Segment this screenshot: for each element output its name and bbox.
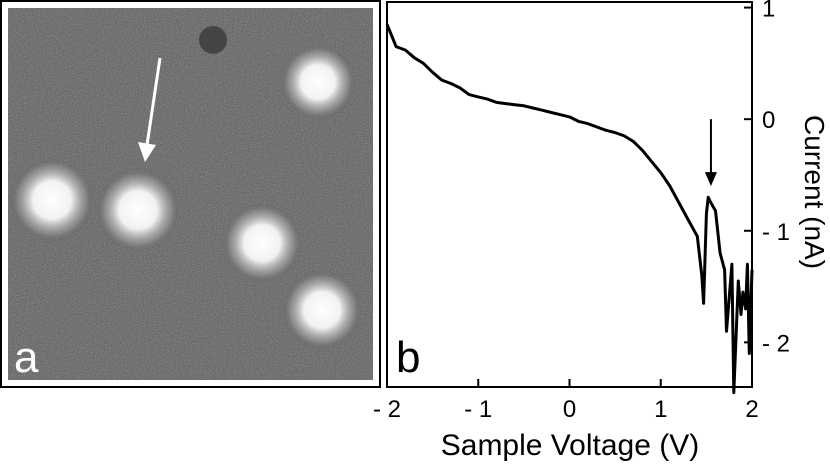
annotation-arrow: [704, 119, 717, 187]
stm-arrow-shaft: [145, 57, 162, 146]
x-axis: - 2 - 1 0 1 2: [373, 379, 759, 423]
panel-a-label: a: [14, 333, 39, 382]
stm-spot-3: [96, 168, 180, 252]
y-tick-label: - 2: [762, 330, 790, 357]
x-tick-label: - 2: [373, 396, 401, 423]
stm-spot-1: [280, 44, 356, 120]
stm-spot-4: [222, 203, 302, 283]
x-tick-label: - 1: [464, 396, 492, 423]
y-tick-label: 1: [762, 0, 775, 23]
stm-spot-5: [282, 270, 362, 350]
plot-frame: [386, 1, 753, 388]
x-tick-label: 0: [563, 396, 576, 423]
x-tick-label: 1: [654, 396, 667, 423]
iv-curve-line: [385, 23, 754, 395]
x-tick-label: 2: [745, 396, 758, 423]
y-tick-label: - 1: [762, 219, 790, 246]
stm-arrow-head: [138, 142, 156, 162]
x-axis-label: Sample Voltage (V): [441, 429, 699, 462]
panel-b-label: b: [396, 333, 420, 382]
stm-dark-spot: [199, 26, 227, 54]
annotation-arrow-head: [704, 172, 717, 187]
stm-spot-2: [10, 158, 94, 242]
panel-a: a: [0, 0, 381, 388]
y-axis: 1 0 - 1 - 2: [744, 0, 790, 357]
y-tick-label: 0: [762, 107, 775, 134]
y-axis-label: Current (nA): [799, 115, 830, 269]
